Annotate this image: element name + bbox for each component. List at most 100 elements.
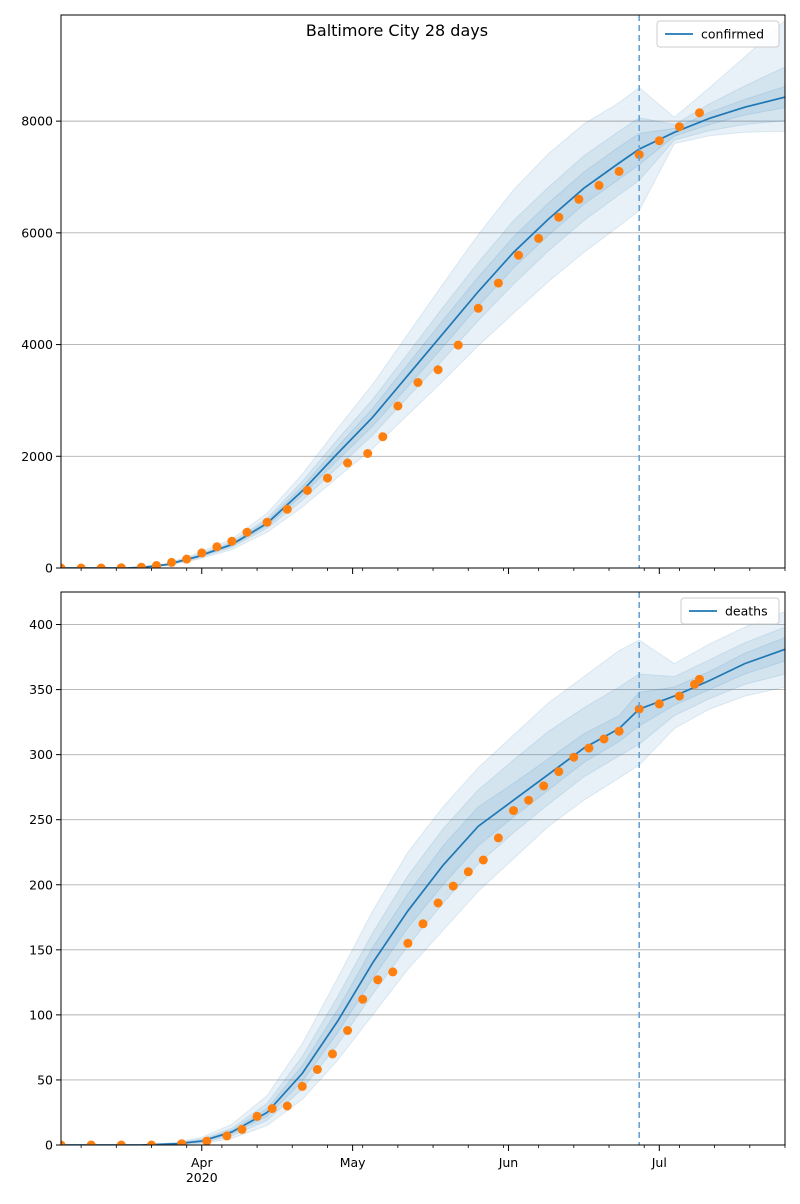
x-tick-label: May — [340, 1155, 366, 1170]
fit-line-deaths — [61, 648, 785, 1145]
y-tick-label: 400 — [29, 617, 53, 632]
observed-point — [594, 180, 604, 190]
observed-point — [433, 898, 443, 908]
observed-point — [222, 1131, 232, 1141]
observed-point — [493, 833, 503, 843]
observed-point — [343, 458, 353, 468]
observed-point — [262, 517, 272, 527]
observed-point — [448, 881, 458, 891]
observed-point — [282, 1101, 292, 1111]
y-tick-label: 250 — [29, 812, 53, 827]
observed-point — [654, 136, 664, 146]
observed-point — [695, 108, 704, 118]
observed-point — [539, 781, 549, 791]
observed-point — [463, 867, 473, 877]
observed-point — [267, 1104, 277, 1114]
observed-point — [574, 194, 584, 204]
observed-point — [418, 919, 428, 929]
uncertainty-band-outer — [61, 19, 785, 568]
observed-point — [378, 432, 388, 442]
observed-point — [328, 1049, 337, 1059]
observed-point — [202, 1136, 212, 1145]
legend-box — [656, 20, 780, 48]
observed-point — [312, 1065, 322, 1074]
observed-point — [61, 563, 66, 568]
observed-point — [297, 1081, 307, 1091]
observed-point — [473, 303, 483, 313]
y-tick-label: 4000 — [21, 337, 53, 352]
observed-point — [614, 166, 624, 176]
plot-frame — [60, 14, 786, 569]
x-tick-label: Jul — [651, 1155, 667, 1170]
deaths-panel: 0 50 100 150 200 250 300 350 400 Apr May Jun Jul 2020… — [29, 591, 786, 1185]
observed-point — [136, 562, 146, 568]
observed-point — [599, 734, 609, 744]
observed-point — [61, 1140, 66, 1145]
observed-point — [212, 542, 222, 552]
y-tick-label: 200 — [29, 877, 53, 892]
observed-point — [614, 726, 624, 736]
x-year-label: 2020 — [186, 1170, 218, 1185]
observed-point — [534, 233, 544, 243]
y-tick-label: 150 — [29, 942, 53, 957]
plot-area — [61, 19, 785, 568]
observed-point — [584, 743, 594, 753]
observed-point — [282, 504, 292, 514]
y-tick-label: 8000 — [21, 114, 53, 129]
observed-point — [358, 994, 368, 1004]
observed-point — [197, 548, 207, 558]
observed-point — [323, 473, 332, 483]
observed-point — [524, 795, 534, 805]
observed-point — [695, 674, 704, 684]
observed-point — [654, 699, 664, 709]
observed-point — [182, 554, 192, 564]
observed-point — [116, 563, 126, 568]
observed-point — [237, 1124, 247, 1134]
observed-point — [227, 536, 237, 546]
observed-point — [403, 938, 413, 948]
observed-point — [634, 704, 644, 714]
observed-point — [514, 250, 523, 260]
legend-box — [680, 597, 780, 625]
observed-point — [363, 449, 373, 458]
observed-point — [302, 485, 312, 495]
plot-area — [61, 610, 785, 1145]
observed-point — [373, 975, 383, 985]
legend-label: deaths — [725, 604, 768, 619]
observed-point — [554, 767, 564, 777]
chart-title: Baltimore City 28 days — [306, 21, 488, 40]
observed-point — [96, 563, 106, 568]
y-tick-label: 50 — [37, 1072, 53, 1087]
legend-label: confirmed — [701, 27, 764, 42]
x-tick-label: Apr — [191, 1155, 213, 1170]
observed-point — [177, 1139, 187, 1145]
y-tick-label: 0 — [45, 1138, 53, 1153]
observed-point — [509, 806, 518, 816]
observed-point — [493, 278, 503, 288]
observed-point — [478, 855, 488, 865]
observed-point — [413, 378, 423, 387]
observed-point — [147, 1140, 156, 1145]
y-tick-label: 100 — [29, 1007, 53, 1022]
observed-point — [433, 365, 443, 375]
observed-point — [634, 150, 644, 160]
uncertainty-band-outer — [61, 610, 785, 1145]
observed-point — [453, 340, 463, 350]
observed-point — [252, 1111, 262, 1121]
observed-point — [388, 967, 398, 977]
confirmed-panel: 0 2000 4000 6000 8000 confirmed — [21, 14, 786, 576]
observed-point — [674, 122, 684, 132]
y-tick-label: 6000 — [21, 225, 53, 240]
observed-point — [76, 563, 86, 568]
observed-point — [86, 1140, 96, 1145]
observed-point — [242, 527, 252, 537]
y-tick-label: 300 — [29, 747, 53, 762]
observed-point — [554, 212, 564, 222]
y-tick-label: 350 — [29, 682, 53, 697]
observed-point — [393, 401, 403, 411]
plot-frame — [60, 591, 786, 1146]
observed-point — [343, 1026, 353, 1035]
